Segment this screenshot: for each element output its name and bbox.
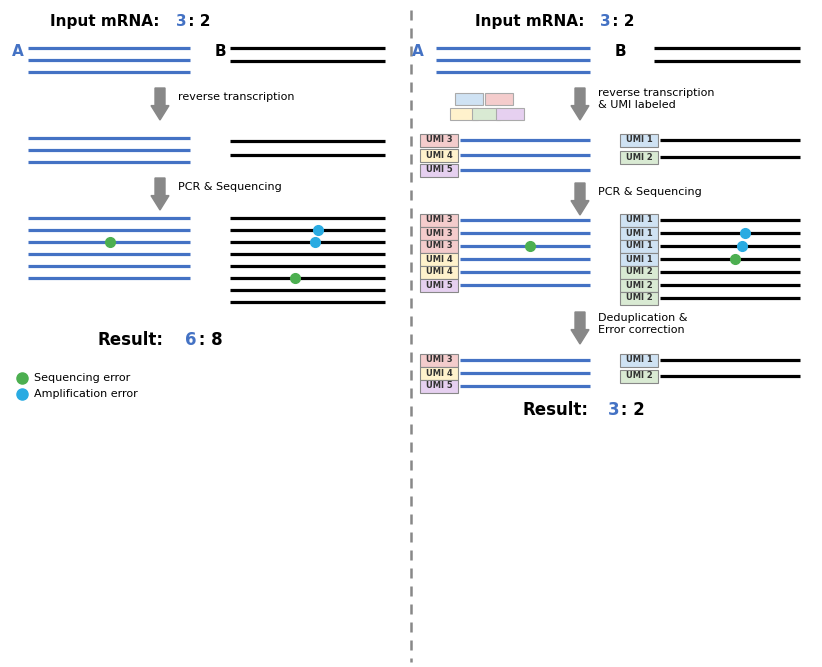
Text: 6: 6 [185,331,196,349]
Text: : 8: : 8 [193,331,223,349]
FancyBboxPatch shape [455,93,483,105]
FancyBboxPatch shape [620,265,658,279]
FancyArrow shape [571,312,589,344]
FancyBboxPatch shape [620,354,658,366]
Text: 3: 3 [608,401,620,419]
Text: : 2: : 2 [615,401,644,419]
FancyBboxPatch shape [420,380,458,392]
Text: Amplification error: Amplification error [34,389,138,399]
Text: UMI 4: UMI 4 [426,368,452,378]
FancyBboxPatch shape [620,227,658,239]
Text: UMI 2: UMI 2 [626,267,653,277]
Text: UMI 3: UMI 3 [426,215,452,225]
Text: UMI 3: UMI 3 [426,241,452,251]
Text: UMI 1: UMI 1 [626,356,653,364]
FancyArrow shape [571,183,589,215]
FancyBboxPatch shape [620,253,658,265]
Text: UMI 2: UMI 2 [626,372,653,380]
FancyBboxPatch shape [420,265,458,279]
Text: Input mRNA:: Input mRNA: [475,14,584,29]
FancyBboxPatch shape [420,213,458,227]
Text: UMI 1: UMI 1 [626,255,653,263]
Text: UMI 3: UMI 3 [426,135,452,145]
FancyBboxPatch shape [420,239,458,253]
FancyBboxPatch shape [496,108,524,120]
Text: Result:: Result: [97,331,163,349]
FancyBboxPatch shape [420,253,458,265]
Text: UMI 2: UMI 2 [626,293,653,303]
Text: UMI 4: UMI 4 [426,267,452,277]
Text: PCR & Sequencing: PCR & Sequencing [178,182,282,192]
FancyBboxPatch shape [485,93,513,105]
FancyBboxPatch shape [420,227,458,239]
FancyBboxPatch shape [472,108,500,120]
Text: Result:: Result: [522,401,588,419]
Text: UMI 5: UMI 5 [426,165,452,175]
FancyBboxPatch shape [620,370,658,382]
FancyBboxPatch shape [620,239,658,253]
Text: PCR & Sequencing: PCR & Sequencing [598,187,702,197]
FancyBboxPatch shape [420,354,458,366]
Text: B: B [215,45,227,59]
Text: 3: 3 [600,14,611,29]
FancyBboxPatch shape [620,133,658,147]
FancyBboxPatch shape [420,149,458,161]
Text: UMI 5: UMI 5 [426,281,452,289]
FancyBboxPatch shape [450,108,478,120]
Text: : 2: : 2 [607,14,635,29]
Text: : 2: : 2 [183,14,210,29]
FancyBboxPatch shape [620,151,658,163]
Text: UMI 2: UMI 2 [626,281,653,289]
Text: UMI 1: UMI 1 [626,135,653,145]
Text: A: A [412,45,424,59]
Text: UMI 3: UMI 3 [426,229,452,237]
Text: reverse transcription: reverse transcription [178,92,294,102]
FancyBboxPatch shape [420,366,458,380]
FancyBboxPatch shape [620,291,658,305]
FancyBboxPatch shape [420,279,458,291]
Text: Error correction: Error correction [598,325,685,335]
FancyBboxPatch shape [620,213,658,227]
Text: UMI 3: UMI 3 [426,356,452,364]
Text: Deduplication &: Deduplication & [598,313,687,323]
FancyBboxPatch shape [420,163,458,177]
FancyArrow shape [151,178,169,210]
Text: UMI 4: UMI 4 [426,255,452,263]
FancyArrow shape [151,88,169,120]
Text: UMI 4: UMI 4 [426,151,452,159]
Text: UMI 2: UMI 2 [626,153,653,161]
Text: 3: 3 [176,14,187,29]
Text: UMI 1: UMI 1 [626,215,653,225]
Text: Input mRNA:: Input mRNA: [50,14,159,29]
Text: A: A [12,45,24,59]
FancyArrow shape [571,88,589,120]
Text: B: B [615,45,626,59]
Text: & UMI labeled: & UMI labeled [598,100,676,110]
Text: UMI 1: UMI 1 [626,241,653,251]
Text: UMI 5: UMI 5 [426,382,452,390]
FancyBboxPatch shape [420,133,458,147]
Text: reverse transcription: reverse transcription [598,88,714,98]
Text: UMI 1: UMI 1 [626,229,653,237]
FancyBboxPatch shape [620,279,658,291]
Text: Sequencing error: Sequencing error [34,373,130,383]
